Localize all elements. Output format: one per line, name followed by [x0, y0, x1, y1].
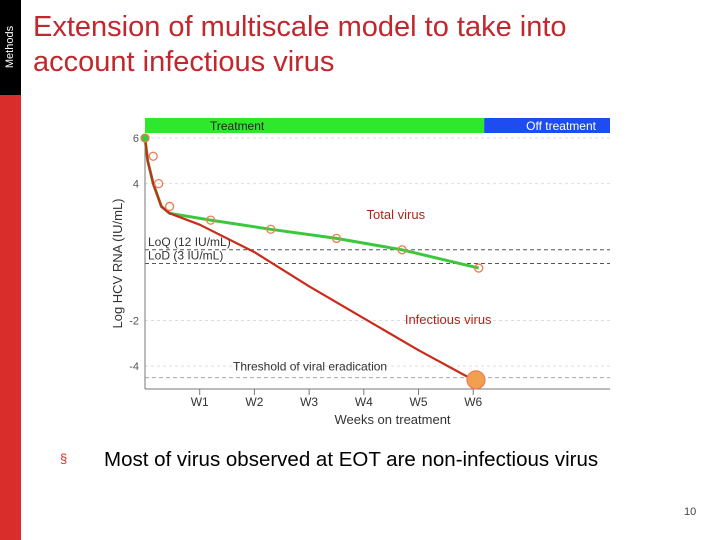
section-label: Methods	[4, 25, 16, 69]
x-tick-label: W1	[191, 395, 209, 409]
series-line-1	[143, 137, 474, 381]
phase-bar-0	[145, 118, 485, 133]
y-tick-label: 4	[133, 179, 139, 191]
reference-label-2: Threshold of viral eradication	[233, 360, 387, 374]
section-sidebar	[0, 0, 21, 540]
x-tick-label: W4	[355, 395, 373, 409]
phase-bar-1	[484, 118, 610, 133]
section-tab: Methods	[0, 0, 21, 95]
observed-point	[397, 245, 407, 255]
x-tick-label: W5	[410, 395, 428, 409]
x-tick-label: W3	[300, 395, 318, 409]
y-axis-title: Log HCV RNA (IU/mL)	[110, 198, 125, 328]
x-axis-title: Weeks on treatment	[334, 412, 450, 427]
y-tick-label: 6	[133, 133, 139, 145]
observed-point	[205, 215, 216, 225]
observed-point	[164, 201, 175, 212]
observed-point	[474, 263, 484, 273]
eot-point	[466, 370, 486, 390]
reference-label-1: LoD (3 IU/mL)	[148, 249, 223, 263]
bullet-text: Most of virus observed at EOT are non-in…	[104, 448, 599, 471]
page-number: 10	[684, 506, 697, 518]
slide-title: Extension of multiscale model to take in…	[33, 11, 567, 78]
x-tick-label: W2	[245, 395, 263, 409]
observed-point	[148, 151, 158, 161]
y-tick-label: -4	[129, 361, 139, 373]
observed-point	[140, 133, 150, 143]
observed-point	[266, 224, 276, 234]
viral-load-chart: Treatment Off treatment LoQ (12 IU/mL)LoD…	[110, 118, 610, 427]
phase-label-0: Treatment	[210, 119, 265, 133]
phase-label-1: Off treatment	[526, 119, 596, 133]
bullet-marker: §	[60, 451, 68, 466]
y-tick-label: -2	[129, 316, 139, 328]
series-label-infectious: Infectious virus	[405, 312, 492, 327]
series-label-total: Total virus	[367, 207, 426, 222]
x-tick-label: W6	[464, 395, 482, 409]
observed-point	[331, 233, 342, 244]
reference-label-0: LoQ (12 IU/mL)	[148, 235, 231, 249]
observed-point	[154, 178, 164, 189]
